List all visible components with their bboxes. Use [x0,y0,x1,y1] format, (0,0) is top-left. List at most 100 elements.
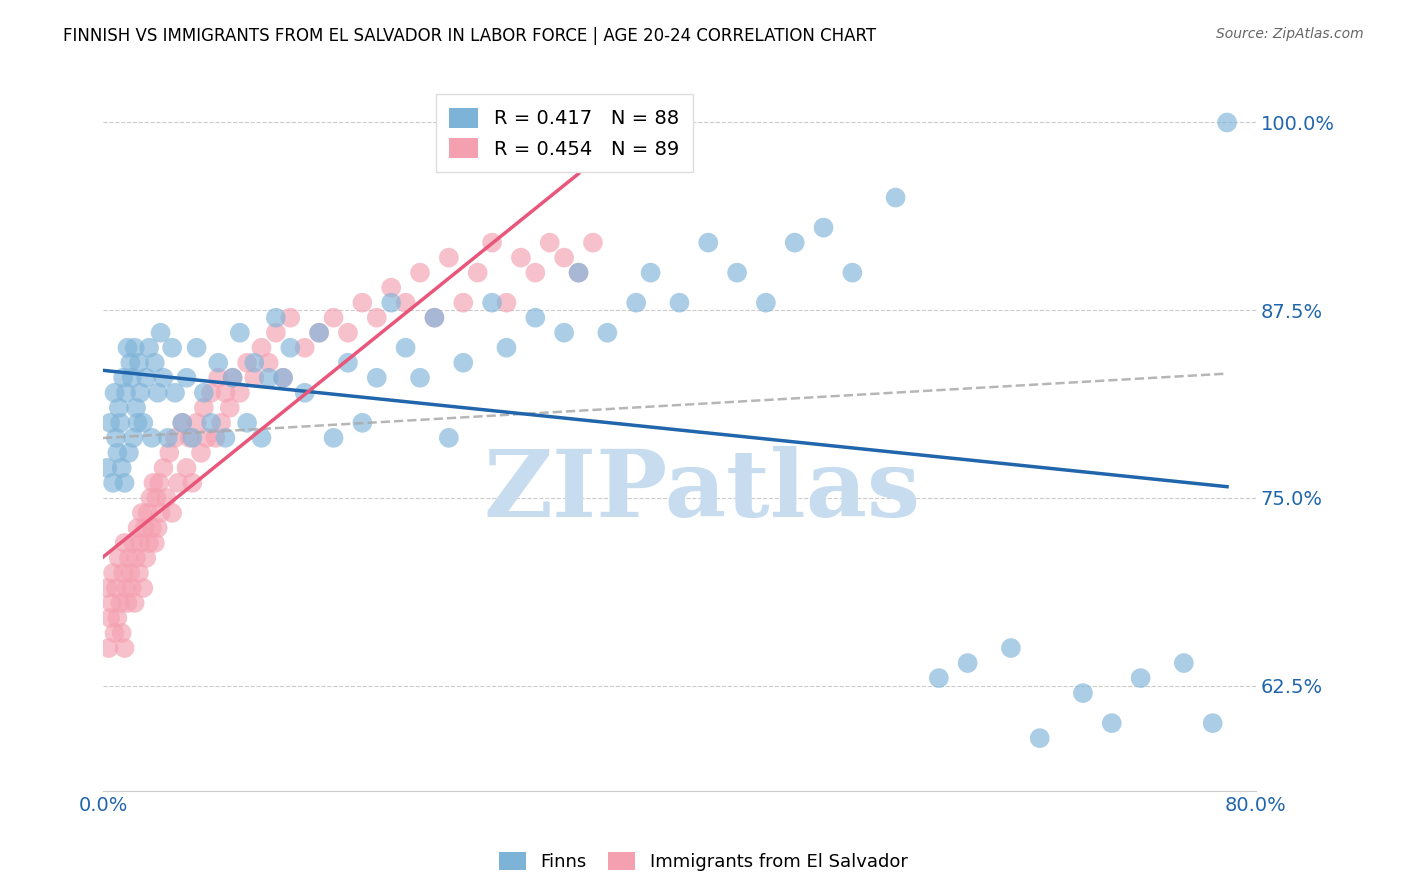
Point [481,295,503,310]
Point [139,491,162,505]
Point [229,385,252,400]
Point [112,370,135,384]
Point [149,506,172,520]
Point [467,266,489,280]
Point [160,341,183,355]
Point [176,461,198,475]
Point [394,341,416,355]
Point [103,626,125,640]
Point [567,266,589,280]
Point [110,596,132,610]
Point [509,251,531,265]
Point [668,295,690,310]
Point [163,431,186,445]
Point [152,461,174,475]
Point [96,461,118,475]
Point [128,566,150,580]
Point [1216,115,1239,129]
Point [98,611,121,625]
Point [128,356,150,370]
Point [437,251,460,265]
Point [114,641,136,656]
Point [114,536,136,550]
Point [451,356,474,370]
Point [155,491,177,505]
Point [236,356,259,370]
Point [553,251,575,265]
Point [380,295,402,310]
Point [783,235,806,250]
Point [114,475,136,490]
Point [195,431,218,445]
Point [145,491,167,505]
Point [135,551,157,566]
Point [624,295,647,310]
Point [366,370,388,384]
Point [1000,641,1022,656]
Point [104,581,127,595]
Point [135,370,157,384]
Point [120,566,142,580]
Point [1201,716,1223,731]
Point [156,431,179,445]
Point [352,295,374,310]
Point [100,596,122,610]
Point [221,370,243,384]
Point [423,310,446,325]
Point [146,385,169,400]
Point [122,431,145,445]
Point [186,416,208,430]
Point [204,431,226,445]
Point [111,626,134,640]
Point [221,370,243,384]
Point [103,385,125,400]
Point [243,370,266,384]
Point [138,341,160,355]
Point [582,235,605,250]
Point [129,536,152,550]
Point [352,416,374,430]
Point [115,385,138,400]
Point [271,370,294,384]
Point [481,235,503,250]
Point [132,581,155,595]
Point [152,370,174,384]
Point [143,356,166,370]
Point [143,536,166,550]
Text: Source: ZipAtlas.com: Source: ZipAtlas.com [1216,27,1364,41]
Point [163,385,186,400]
Point [117,596,139,610]
Point [380,280,402,294]
Point [96,581,118,595]
Point [257,370,280,384]
Point [112,566,135,580]
Point [101,475,124,490]
Point [538,235,561,250]
Point [108,551,131,566]
Point [264,326,287,340]
Point [207,370,229,384]
Point [567,266,589,280]
Point [136,506,159,520]
Point [108,401,131,415]
Point [131,506,153,520]
Point [190,446,212,460]
Point [105,446,128,460]
Point [394,295,416,310]
Point [841,266,863,280]
Point [308,326,330,340]
Point [176,370,198,384]
Text: FINNISH VS IMMIGRANTS FROM EL SALVADOR IN LABOR FORCE | AGE 20-24 CORRELATION CH: FINNISH VS IMMIGRANTS FROM EL SALVADOR I… [63,27,876,45]
Point [118,446,141,460]
Point [1101,716,1123,731]
Legend: Finns, Immigrants from El Salvador: Finns, Immigrants from El Salvador [491,845,915,879]
Point [132,416,155,430]
Point [142,475,165,490]
Point [172,416,194,430]
Point [134,521,156,535]
Point [336,326,359,340]
Point [423,310,446,325]
Legend: R = 0.417   N = 88, R = 0.454   N = 89: R = 0.417 N = 88, R = 0.454 N = 89 [436,95,693,172]
Point [257,356,280,370]
Point [278,341,301,355]
